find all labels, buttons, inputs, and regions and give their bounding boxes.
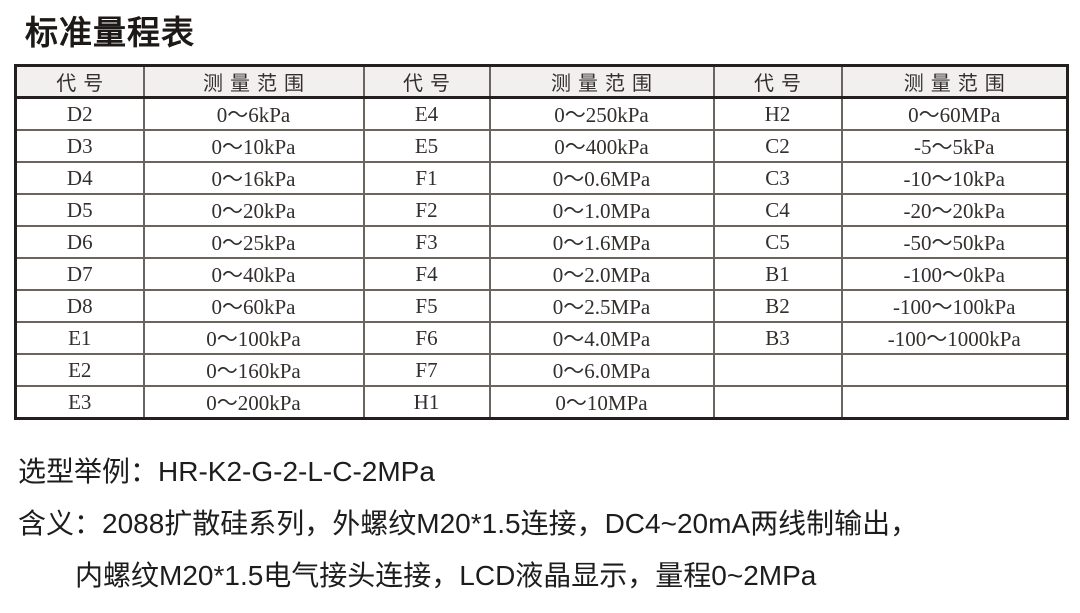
selection-example-line: 选型举例：HR-K2-G-2-L-C-2MPa — [18, 456, 435, 487]
cell-range-empty — [840, 353, 1069, 387]
cell-range: -100～1000kPa — [840, 321, 1069, 355]
cell-range: -50～50kPa — [840, 225, 1069, 259]
table-header-range-2: 测量范围 — [488, 64, 715, 99]
cell-code: D8 — [14, 289, 145, 323]
cell-code: C4 — [712, 193, 843, 227]
meaning-line-1: 含义：2088扩散硅系列，外螺纹M20*1.5连接，DC4~20mA两线制输出， — [18, 508, 919, 539]
cell-range: -20～20kPa — [840, 193, 1069, 227]
cell-code: C2 — [712, 129, 843, 163]
cell-range: 0～2.0MPa — [488, 257, 715, 291]
table-header-range-1: 测量范围 — [142, 64, 365, 99]
cell-code: F4 — [362, 257, 491, 291]
cell-code-empty — [712, 385, 843, 420]
cell-code: B1 — [712, 257, 843, 291]
table-row: D5 0～20kPa F2 0～1.0MPa C4 -20～20kPa — [14, 193, 1069, 227]
meaning-line-2: 内螺纹M20*1.5电气接头连接，LCD液晶显示，量程0~2MPa — [75, 560, 817, 591]
cell-range: 0～160kPa — [142, 353, 365, 387]
cell-code: E2 — [14, 353, 145, 387]
table-header-code-2: 代号 — [362, 64, 491, 99]
cell-code: B2 — [712, 289, 843, 323]
cell-code: D2 — [14, 96, 145, 131]
cell-range: 0～10MPa — [488, 385, 715, 420]
cell-range: 0～6.0MPa — [488, 353, 715, 387]
standard-range-table: 代号 测量范围 代号 测量范围 代号 测量范围 D2 0～6kPa E4 0～2… — [14, 64, 1069, 420]
cell-range: -5～5kPa — [840, 129, 1069, 163]
cell-range: 0～60kPa — [142, 289, 365, 323]
cell-range: -10～10kPa — [840, 161, 1069, 195]
cell-range: 0～60MPa — [840, 96, 1069, 131]
table-header-row: 代号 测量范围 代号 测量范围 代号 测量范围 — [14, 64, 1069, 99]
cell-code: F1 — [362, 161, 491, 195]
cell-code: F3 — [362, 225, 491, 259]
table-row: E1 0～100kPa F6 0～4.0MPa B3 -100～1000kPa — [14, 321, 1069, 355]
cell-range: 0～1.0MPa — [488, 193, 715, 227]
cell-range: 0～2.5MPa — [488, 289, 715, 323]
cell-code: E4 — [362, 96, 491, 131]
table-row: D2 0～6kPa E4 0～250kPa H2 0～60MPa — [14, 96, 1069, 131]
cell-range: 0～6kPa — [142, 96, 365, 131]
table-row: D6 0～25kPa F3 0～1.6MPa C5 -50～50kPa — [14, 225, 1069, 259]
cell-code: F6 — [362, 321, 491, 355]
table-header-range-3: 测量范围 — [840, 64, 1069, 99]
cell-range: 0～250kPa — [488, 96, 715, 131]
cell-code: D5 — [14, 193, 145, 227]
table-row: D3 0～10kPa E5 0～400kPa C2 -5～5kPa — [14, 129, 1069, 163]
cell-range: 0～40kPa — [142, 257, 365, 291]
table-row: D8 0～60kPa F5 0～2.5MPa B2 -100～100kPa — [14, 289, 1069, 323]
cell-range: 0～25kPa — [142, 225, 365, 259]
cell-range: 0～4.0MPa — [488, 321, 715, 355]
cell-code: D3 — [14, 129, 145, 163]
cell-code: B3 — [712, 321, 843, 355]
cell-code: H1 — [362, 385, 491, 420]
cell-code: E3 — [14, 385, 145, 420]
cell-code: C3 — [712, 161, 843, 195]
table-header-code-3: 代号 — [712, 64, 843, 99]
cell-code: C5 — [712, 225, 843, 259]
table-row: D4 0～16kPa F1 0～0.6MPa C3 -10～10kPa — [14, 161, 1069, 195]
table-header-code-1: 代号 — [14, 64, 145, 99]
cell-code: D4 — [14, 161, 145, 195]
table-row: E2 0～160kPa F7 0～6.0MPa — [14, 353, 1069, 387]
cell-range: 0～16kPa — [142, 161, 365, 195]
cell-code: E1 — [14, 321, 145, 355]
cell-code: F7 — [362, 353, 491, 387]
cell-code: D7 — [14, 257, 145, 291]
cell-code: H2 — [712, 96, 843, 131]
cell-range: -100～100kPa — [840, 289, 1069, 323]
cell-range: 0～10kPa — [142, 129, 365, 163]
cell-code: F2 — [362, 193, 491, 227]
table-row: E3 0～200kPa H1 0～10MPa — [14, 385, 1069, 420]
cell-range-empty — [840, 385, 1069, 420]
cell-range: 0～1.6MPa — [488, 225, 715, 259]
cell-code-empty — [712, 353, 843, 387]
cell-code: F5 — [362, 289, 491, 323]
cell-range: 0～20kPa — [142, 193, 365, 227]
cell-code: D6 — [14, 225, 145, 259]
cell-range: 0～100kPa — [142, 321, 365, 355]
table-row: D7 0～40kPa F4 0～2.0MPa B1 -100～0kPa — [14, 257, 1069, 291]
cell-code: E5 — [362, 129, 491, 163]
cell-range: 0～400kPa — [488, 129, 715, 163]
selection-notes: 选型举例：HR-K2-G-2-L-C-2MPa 含义：2088扩散硅系列，外螺纹… — [18, 446, 918, 602]
cell-range: 0～200kPa — [142, 385, 365, 420]
cell-range: 0～0.6MPa — [488, 161, 715, 195]
page-title: 标准量程表 — [25, 14, 195, 51]
cell-range: -100～0kPa — [840, 257, 1069, 291]
